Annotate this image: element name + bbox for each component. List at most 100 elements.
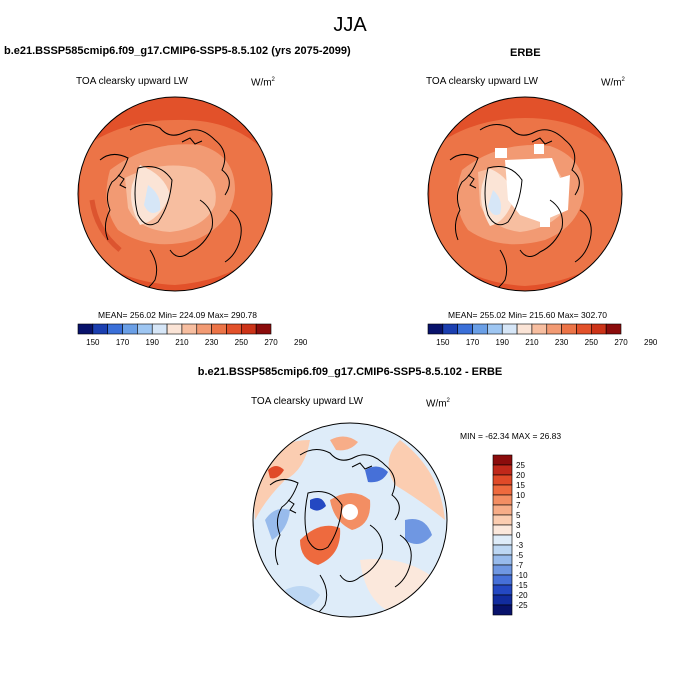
panel1-colorbar-tick-label: 290 <box>294 338 308 347</box>
panel3-field-cold-e <box>405 519 432 544</box>
panel2-colorbar-tick-label: 230 <box>555 338 569 347</box>
panel3-colorbar-tick-label: -25 <box>516 601 528 610</box>
panel2-colorbar-cell <box>546 323 562 335</box>
panel2-colorbar-cell <box>487 323 503 335</box>
panel1-units: W/m2 <box>251 77 275 89</box>
panel1-stats: MEAN= 256.02 Min= 224.09 Max= 290.78 <box>98 310 258 320</box>
panel2-colorbar-cell <box>576 323 592 335</box>
panel3-colorbar-cell <box>492 564 513 576</box>
panel1-map <box>77 96 273 292</box>
panel3-colorbar-tick-label: 10 <box>516 491 525 500</box>
panel2-colorbar-cell <box>531 323 548 335</box>
panel3-units: W/m2 <box>426 398 450 410</box>
panel1-colorbar-cell <box>77 323 94 335</box>
panel1-colorbar-cell <box>211 323 227 335</box>
panel2-case-title: ERBE <box>510 47 541 59</box>
panel2-missing-block <box>540 215 550 227</box>
panel1-colorbar-cell <box>241 323 257 335</box>
panel3-colorbar-tick-label: -20 <box>516 591 528 600</box>
panel3-variable-title: TOA clearsky upward LW <box>251 396 363 407</box>
panel2-colorbar-cell <box>501 323 518 335</box>
panel2-map-border <box>427 96 623 292</box>
panel3-colorbar-cell <box>492 524 513 536</box>
panel3-colorbar-cell <box>492 554 513 566</box>
panel3-map <box>252 422 448 618</box>
panel2-colorbar-tick-label: 190 <box>496 338 510 347</box>
panel2-stats: MEAN= 255.02 Min= 215.60 Max= 302.70 <box>448 310 608 320</box>
panel1-colorbar-tick-label: 150 <box>86 338 100 347</box>
panel1-field-band <box>89 199 122 252</box>
panel1-colorbar-tick-label: 210 <box>175 338 189 347</box>
panel1-variable-title: TOA clearsky upward LW <box>76 76 188 87</box>
panel3-colorbar-cell <box>492 474 513 486</box>
panel1-colorbar-cell <box>107 323 123 335</box>
panel1-colorbar-tick-label: 190 <box>146 338 160 347</box>
panel3-field-warm-ne <box>388 440 445 520</box>
panel1-colorbar-cell <box>151 323 168 335</box>
panel1-colorbar-tick-label: 250 <box>235 338 249 347</box>
panel3-colorbar-cell <box>492 574 513 586</box>
panel1-coastlines <box>99 124 242 291</box>
panel3-colorbar-tick-label: 25 <box>516 461 525 470</box>
panel2-variable-title: TOA clearsky upward LW <box>426 76 538 87</box>
panel1-colorbar-tick-label: 170 <box>116 338 130 347</box>
panel1-colorbar-cell <box>181 323 198 335</box>
panel3-colorbar-cell <box>492 454 513 466</box>
panel2-colorbar-cell <box>427 323 444 335</box>
panel2-colorbar-tick-label: 150 <box>436 338 450 347</box>
panel3-colorbar-tick-label: 0 <box>516 531 521 540</box>
panel3-colorbar-tick-label: -7 <box>516 561 524 570</box>
panel3-stats: MIN = -62.34 MAX = 26.83 <box>460 431 562 441</box>
panel1-map-border <box>77 96 273 292</box>
panel2-colorbar: 150 170 190 210 230 250 270 290 <box>427 323 658 347</box>
panel2-units: W/m2 <box>601 77 625 89</box>
panel2-colorbar-cell <box>472 323 488 335</box>
figure-title: JJA <box>333 14 367 36</box>
panel3-field-hot-nw <box>268 466 284 479</box>
panel3-case-title: b.e21.BSSP585cmip6.f09_g17.CMIP6-SSP5-8.… <box>197 366 503 378</box>
panel3-field-cold-core <box>310 498 326 511</box>
panel3-colorbar-cell <box>492 534 513 546</box>
panel2-colorbar-cell <box>605 323 622 335</box>
panel2-coastlines <box>449 124 592 291</box>
panel2-colorbar-tick-label: 290 <box>644 338 658 347</box>
panel3-colorbar-tick-label: 20 <box>516 471 525 480</box>
panel3-colorbar-tick-label: -3 <box>516 541 524 550</box>
panel3-colorbar-tick-label: 7 <box>516 501 521 510</box>
panel3-field-cold-n <box>365 466 388 483</box>
panel2-colorbar-tick-label: 210 <box>525 338 539 347</box>
panel2-colorbar-tick-label: 170 <box>466 338 480 347</box>
panel1-case-title: b.e21.BSSP585cmip6.f09_g17.CMIP6-SSP5-8.… <box>4 45 351 57</box>
panel2-map <box>427 96 623 292</box>
panel3-field-hot-spot <box>300 525 341 565</box>
panel2-missing-block <box>495 148 507 158</box>
panel1-colorbar-cell <box>166 323 183 335</box>
panel3-colorbar-tick-label: -5 <box>516 551 524 560</box>
panel3-missing-data <box>342 504 358 520</box>
panel1-colorbar-cell <box>122 323 138 335</box>
panel2-missing-block <box>534 144 544 154</box>
panel3-field-warm-n <box>330 436 358 451</box>
panel1-colorbar-cell <box>196 323 212 335</box>
panel1-colorbar: 150 170 190 210 230 250 270 290 <box>77 323 308 347</box>
panel2-colorbar-cell <box>442 323 458 335</box>
panel1-colorbar-cell <box>137 323 153 335</box>
panel1-colorbar-tick-label: 230 <box>205 338 219 347</box>
panel3-colorbar-cell <box>492 504 513 516</box>
panel3-colorbar-tick-label: 5 <box>516 511 521 520</box>
panel3-colorbar-cell <box>492 594 513 606</box>
panel1-colorbar-cell <box>255 323 272 335</box>
panel3-colorbar-cell <box>492 514 513 526</box>
panel1-colorbar-cell <box>92 323 108 335</box>
panel3-colorbar-cell <box>492 494 513 506</box>
panel3-colorbar-tick-label: -10 <box>516 571 528 580</box>
panel3-coastlines <box>269 449 412 617</box>
panel2-colorbar-cell <box>516 323 533 335</box>
panel3-colorbar-cell <box>492 464 513 476</box>
panel2-colorbar-tick-label: 250 <box>585 338 599 347</box>
panel2-field-cold-spot <box>488 190 502 215</box>
panel3-colorbar-cell <box>492 484 513 496</box>
panel2-colorbar-cell <box>457 323 473 335</box>
